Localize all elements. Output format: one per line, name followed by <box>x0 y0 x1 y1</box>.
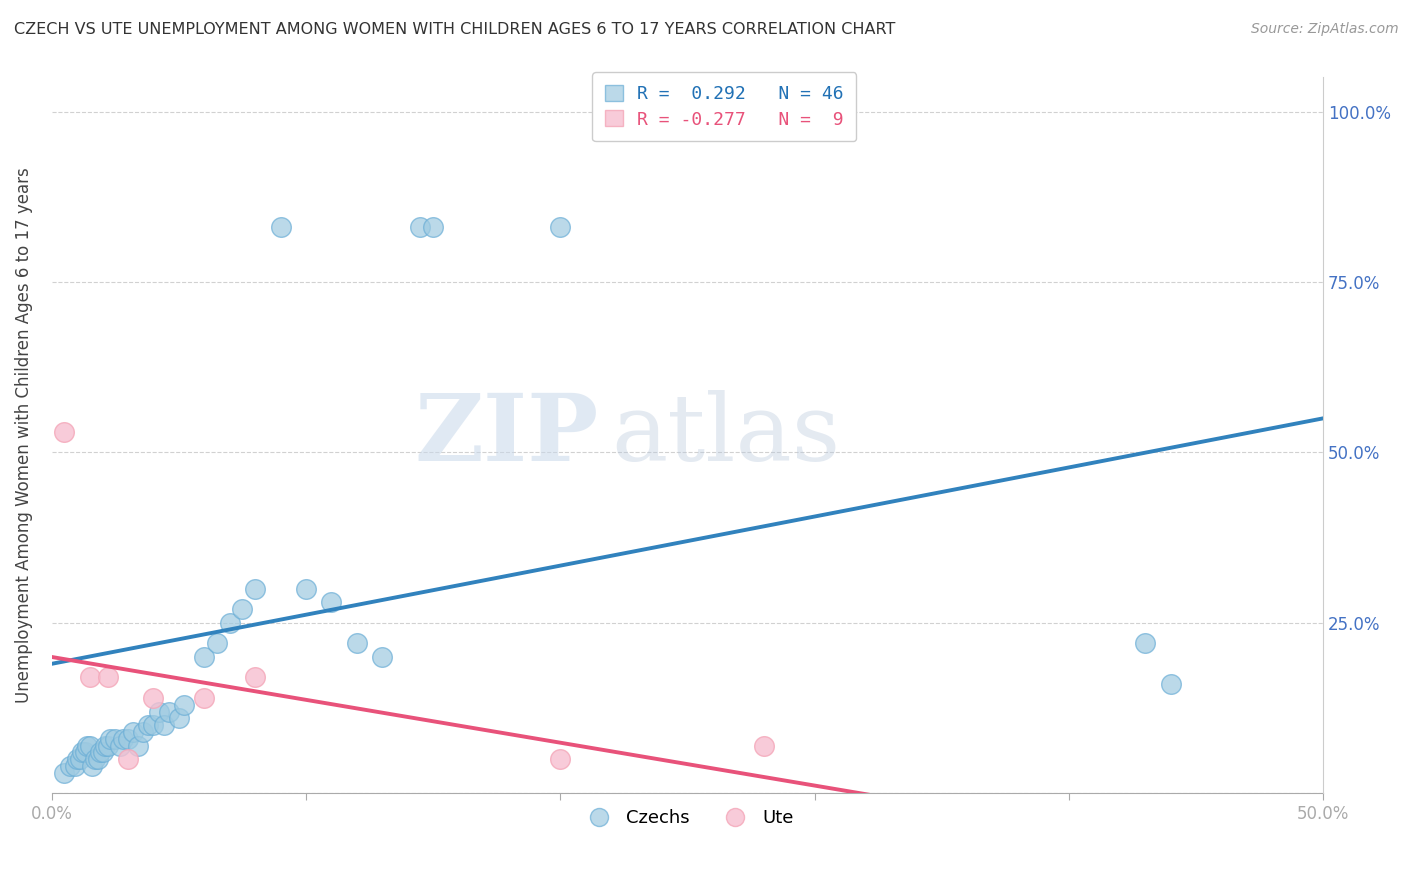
Text: ZIP: ZIP <box>415 391 599 481</box>
Point <box>111 731 134 746</box>
Legend: Czechs, Ute: Czechs, Ute <box>574 802 801 834</box>
Point <box>97 670 120 684</box>
Text: Source: ZipAtlas.com: Source: ZipAtlas.com <box>1251 22 1399 37</box>
Y-axis label: Unemployment Among Women with Children Ages 6 to 17 years: Unemployment Among Women with Children A… <box>15 168 32 703</box>
Point <box>231 602 253 616</box>
Text: atlas: atlas <box>612 391 841 481</box>
Point <box>1133 636 1156 650</box>
Point <box>157 705 180 719</box>
Point <box>752 739 775 753</box>
Point <box>97 739 120 753</box>
Point <box>89 746 111 760</box>
Point <box>73 746 96 760</box>
Point <box>84 752 107 766</box>
Point <box>321 595 343 609</box>
Point <box>218 615 240 630</box>
Point <box>409 220 432 235</box>
Point <box>72 746 94 760</box>
Point <box>94 739 117 753</box>
Point <box>110 739 132 753</box>
Point <box>148 705 170 719</box>
Point <box>63 759 86 773</box>
Point <box>66 752 89 766</box>
Point <box>152 718 174 732</box>
Point <box>117 752 139 766</box>
Point <box>58 759 80 773</box>
Point <box>98 731 121 746</box>
Point <box>243 582 266 596</box>
Point <box>193 690 215 705</box>
Point <box>117 731 139 746</box>
Point <box>104 731 127 746</box>
Point <box>167 711 190 725</box>
Point <box>91 746 114 760</box>
Point <box>142 718 165 732</box>
Point <box>346 636 368 650</box>
Point <box>243 670 266 684</box>
Point <box>53 425 76 439</box>
Point <box>173 698 195 712</box>
Point <box>122 725 145 739</box>
Point <box>76 739 98 753</box>
Point <box>193 650 215 665</box>
Point <box>550 752 572 766</box>
Point <box>1160 677 1182 691</box>
Text: CZECH VS UTE UNEMPLOYMENT AMONG WOMEN WITH CHILDREN AGES 6 TO 17 YEARS CORRELATI: CZECH VS UTE UNEMPLOYMENT AMONG WOMEN WI… <box>14 22 896 37</box>
Point <box>422 220 444 235</box>
Point <box>127 739 149 753</box>
Point <box>138 718 160 732</box>
Point <box>270 220 292 235</box>
Point <box>79 670 101 684</box>
Point <box>53 765 76 780</box>
Point <box>69 752 91 766</box>
Point <box>86 752 108 766</box>
Point <box>79 739 101 753</box>
Point <box>82 759 104 773</box>
Point <box>550 220 572 235</box>
Point <box>205 636 228 650</box>
Point <box>132 725 155 739</box>
Point <box>371 650 394 665</box>
Point <box>142 690 165 705</box>
Point <box>295 582 318 596</box>
